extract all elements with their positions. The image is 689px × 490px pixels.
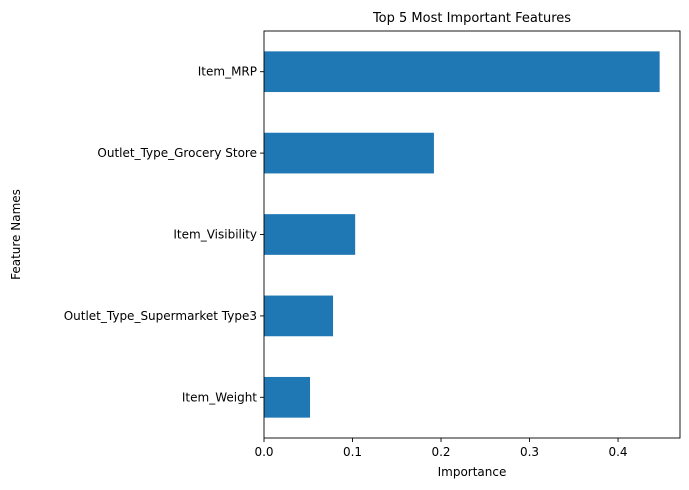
x-axis-label: Importance: [438, 465, 507, 479]
x-tick-label: 0.3: [520, 445, 539, 459]
bar-outlet-type-supermarket-type3: [264, 295, 334, 337]
x-tick-label: 0.0: [254, 445, 273, 459]
y-axis-ticks: Item_MRP Outlet_Type_Grocery Store Item_Vi…: [64, 65, 264, 404]
y-tick-label: Item_Visibility: [173, 228, 257, 242]
x-tick-label: 0.4: [608, 445, 627, 459]
chart-title: Top 5 Most Important Features: [372, 11, 571, 26]
y-tick-label: Item_MRP: [198, 65, 257, 79]
y-axis-label: Feature Names: [9, 189, 23, 280]
bar-item-weight: [264, 376, 311, 418]
x-axis-ticks: 0.0 0.1 0.2 0.3 0.4: [254, 438, 628, 459]
y-tick-label: Outlet_Type_Supermarket Type3: [64, 309, 257, 323]
bar-outlet-type-grocery-store: [264, 132, 434, 174]
bars-layer: [264, 51, 660, 418]
bar-item-visibility: [264, 214, 356, 255]
plot-frame: [263, 30, 681, 439]
bar-item-mrp: [264, 51, 660, 93]
y-tick-label: Outlet_Type_Grocery Store: [97, 146, 257, 160]
y-tick-label: Item_Weight: [182, 390, 257, 404]
x-tick-label: 0.1: [343, 445, 362, 459]
x-tick-label: 0.2: [431, 445, 450, 459]
